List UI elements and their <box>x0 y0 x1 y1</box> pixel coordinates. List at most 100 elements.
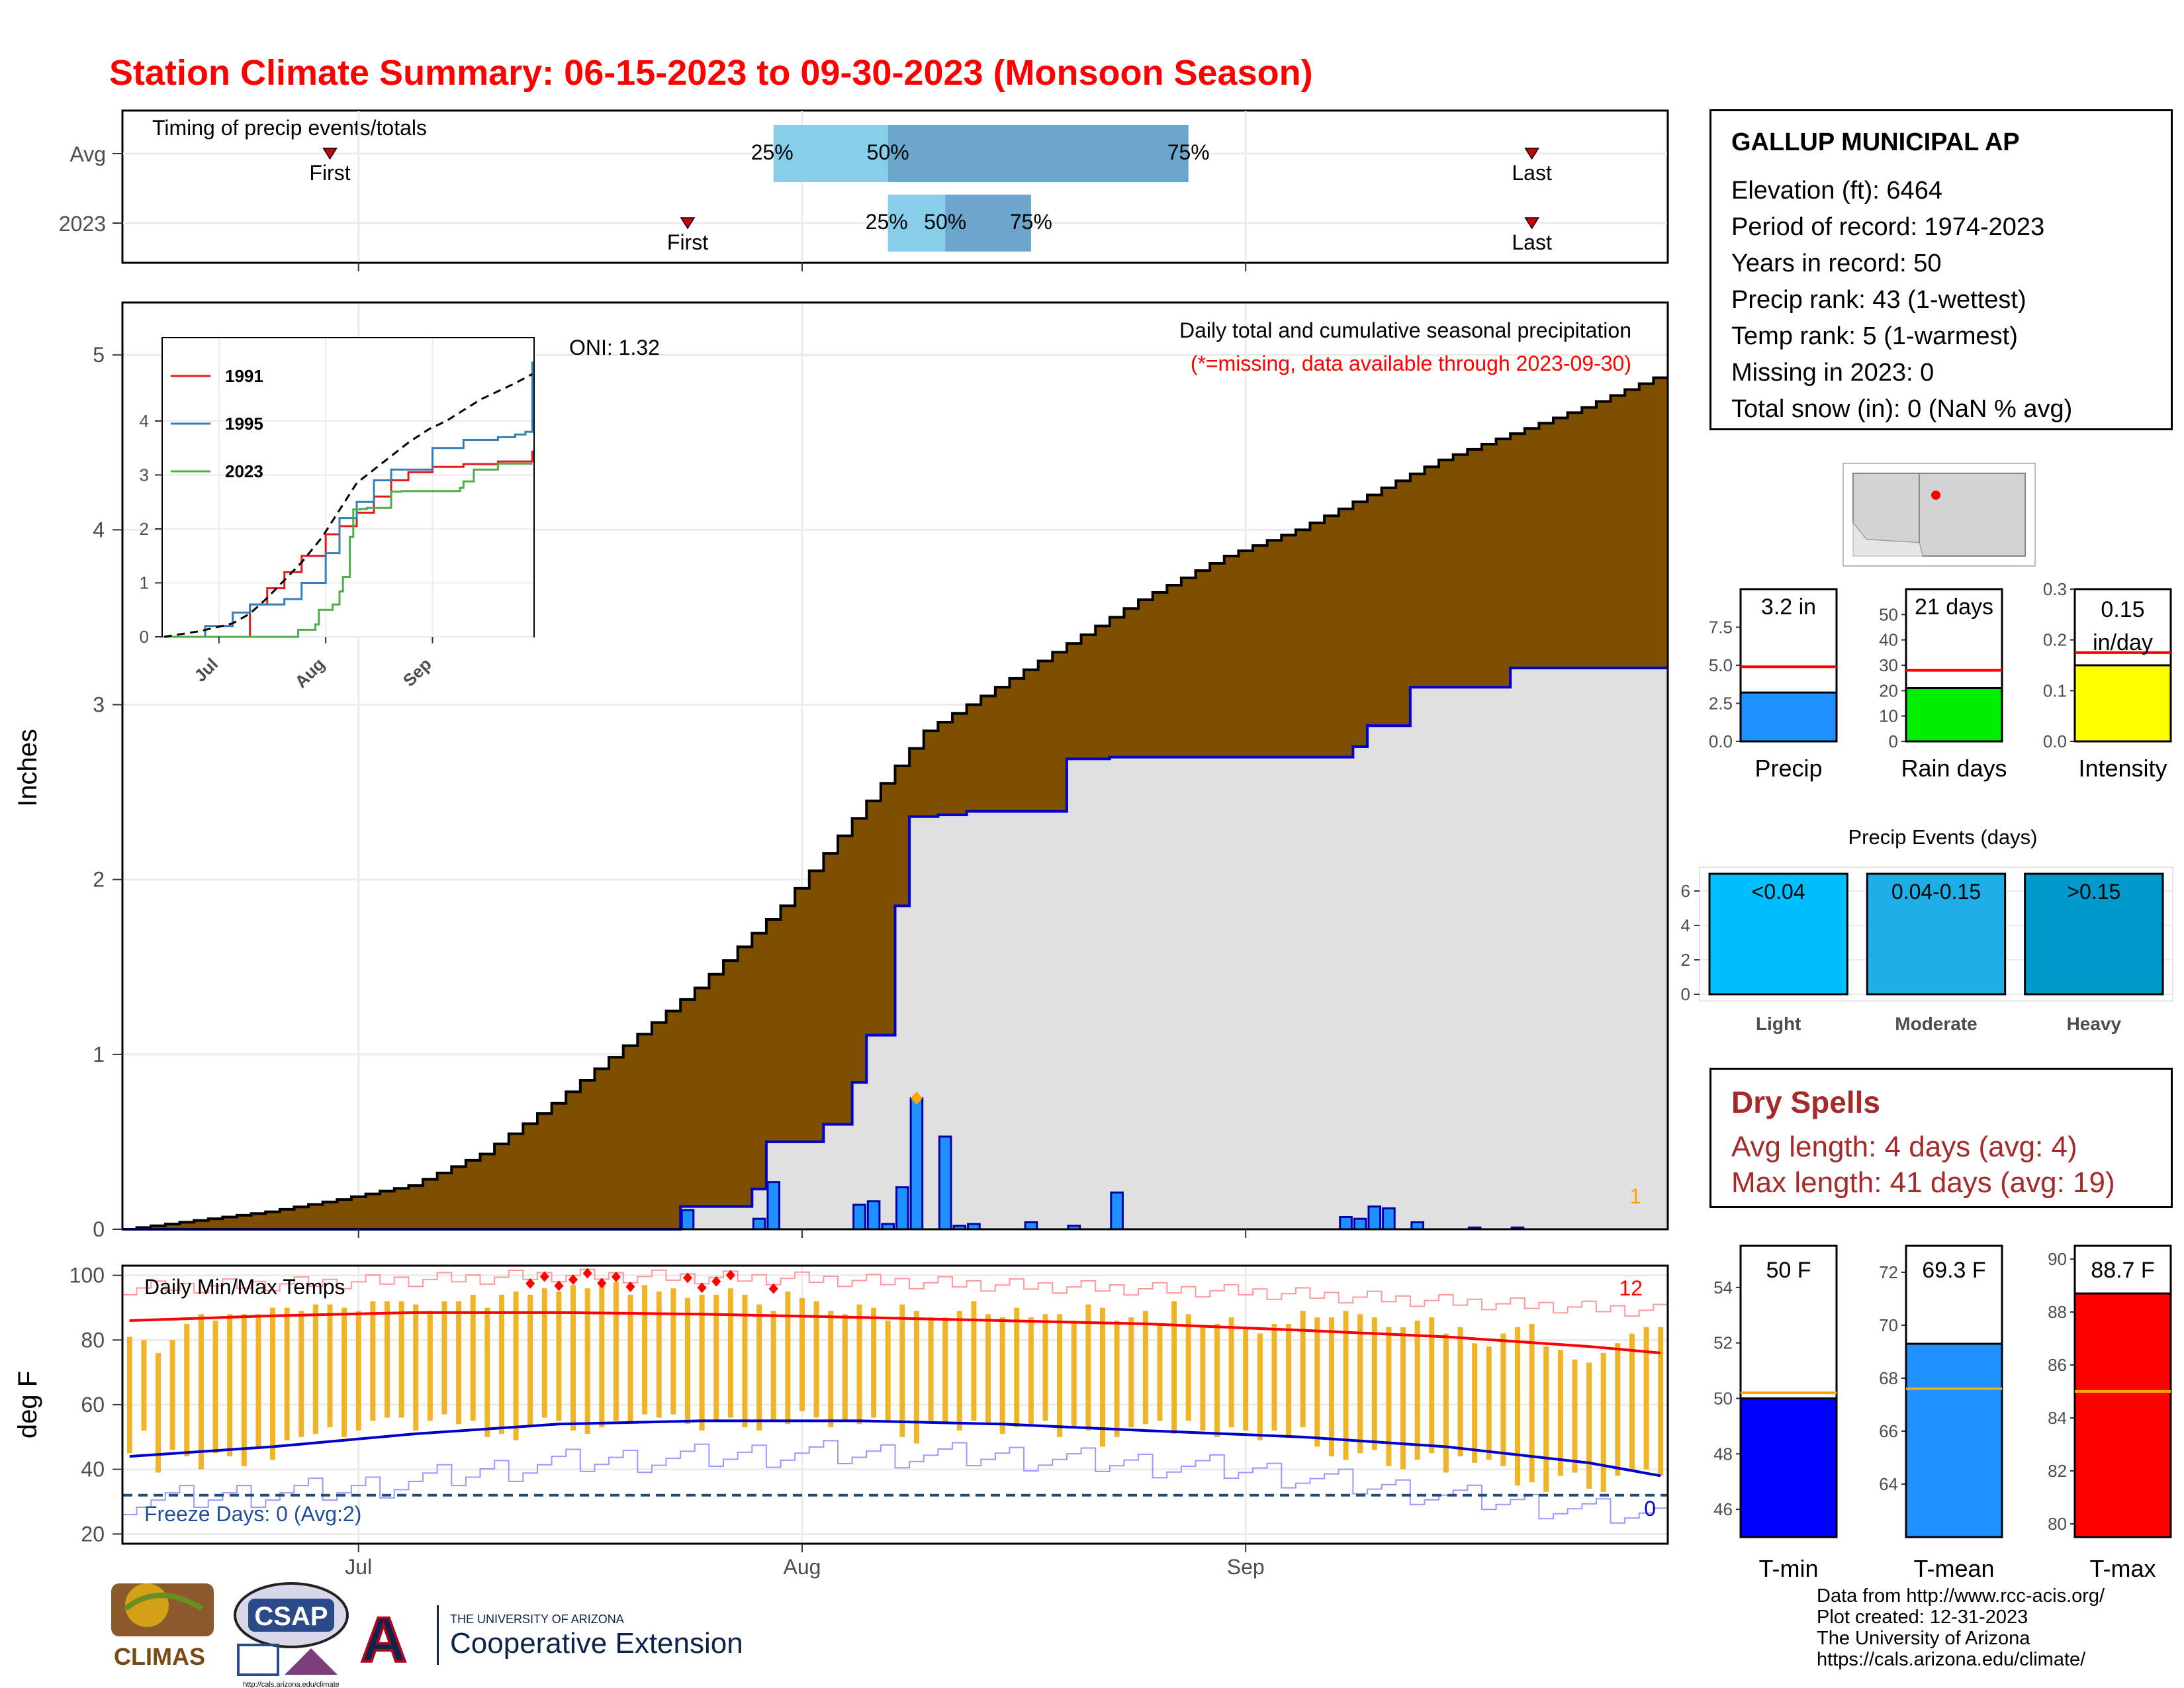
avg-max-line <box>129 1311 1661 1354</box>
summary-y-tick-label: 0 <box>1889 731 1898 751</box>
timing-pct-label: 75% <box>1010 210 1052 234</box>
daily-temp-bar <box>1357 1314 1363 1454</box>
timing-bar-light <box>773 125 888 182</box>
station-precip-rank: Precip rank: 43 (1-wettest) <box>1731 286 2026 314</box>
state-map <box>1843 463 2036 567</box>
summary-bars: 0.0 2.5 5.0 7.5 3.2 in Precip 0 10 20 30 40 50 21 da… <box>1709 579 2172 782</box>
ua-small-text: THE UNIVERSITY OF ARIZONA <box>450 1613 624 1626</box>
daily-temp-bar <box>1443 1333 1449 1473</box>
daily-temp-bar <box>1572 1359 1578 1473</box>
precip-ylabel: Inches <box>13 729 42 807</box>
daily-temp-bar <box>985 1314 991 1425</box>
temp-x-tick-label: Sep <box>1227 1555 1265 1579</box>
daily-temp-bar <box>384 1301 390 1418</box>
record-high-marker <box>597 1278 607 1289</box>
daily-precip-bar <box>1110 1192 1124 1231</box>
temp-summary-y-tick-label: 52 <box>1713 1333 1733 1353</box>
daily-temp-bar <box>756 1304 762 1431</box>
events-bar-label: <0.04 <box>1752 880 1805 904</box>
daily-temp-bar <box>642 1285 648 1415</box>
daily-temp-bar <box>1343 1311 1349 1460</box>
temp-summary-y-tick-label: 48 <box>1713 1444 1733 1464</box>
daily-temp-bar <box>956 1311 962 1431</box>
summary-y-tick-label: 20 <box>1879 680 1898 700</box>
inset-y-tick-label: 1 <box>140 573 149 592</box>
temp-summary-panel: 46 48 50 52 54 50 F T-min 64 66 68 70 72 69.3 F T-mea… <box>1713 1244 2172 1582</box>
daily-temp-bar <box>541 1288 547 1418</box>
daily-temp-bar <box>670 1288 676 1415</box>
temp-chart-title: Daily Min/Max Temps <box>144 1275 345 1299</box>
daily-temp-bar <box>1629 1333 1635 1470</box>
summary-bar <box>2073 664 2172 743</box>
daily-temp-bar <box>742 1294 748 1428</box>
daily-temp-bar <box>1658 1327 1664 1476</box>
daily-temp-bar <box>1414 1321 1420 1460</box>
events-y-tick-label: 6 <box>1681 881 1690 901</box>
daily-temp-bar <box>169 1340 175 1450</box>
station-marker <box>1931 491 1940 500</box>
record-high-marker <box>768 1283 778 1294</box>
climas-text: CLIMAS <box>114 1643 205 1670</box>
station-missing: Missing in 2023: 0 <box>1731 359 1934 387</box>
record-count: 12 <box>1619 1276 1643 1300</box>
precip-y-tick-label: 0 <box>93 1217 105 1241</box>
temp-summary-y-tick-label: 86 <box>2048 1355 2067 1375</box>
daily-temp-bar <box>613 1282 619 1421</box>
daily-temp-bar <box>685 1297 691 1425</box>
inset-y-tick-label: 3 <box>140 465 149 485</box>
events-bar <box>1866 872 2007 996</box>
daily-temp-bar <box>1600 1352 1606 1492</box>
summary-y-tick-label: 40 <box>1879 630 1898 650</box>
daily-temp-bar <box>227 1314 233 1457</box>
station-elevation: Elevation (ft): 6464 <box>1731 177 1942 205</box>
temp-y-tick-label: 100 <box>69 1264 105 1288</box>
inset-legend-label: 2023 <box>225 461 263 481</box>
temp-summary-y-tick-label: 50 <box>1713 1388 1733 1408</box>
daily-precip-bar <box>866 1200 881 1231</box>
daily-temp-bar <box>799 1297 805 1411</box>
daily-temp-bar <box>1128 1317 1134 1428</box>
credit-line: https://cals.arizona.edu/climate/ <box>1817 1649 2086 1670</box>
temp-ylabel: deg F <box>13 1371 42 1438</box>
summary-y-tick-label: 10 <box>1879 706 1898 726</box>
daily-temp-bar <box>1142 1311 1148 1425</box>
daily-temp-bar <box>556 1291 562 1421</box>
events-category-label: Light <box>1756 1013 1801 1034</box>
temp-summary-y-tick-label: 84 <box>2048 1408 2067 1428</box>
daily-temp-bar <box>1286 1323 1292 1437</box>
daily-precip-bar <box>938 1135 952 1231</box>
temp-summary-y-tick-label: 82 <box>2048 1461 2067 1481</box>
summary-y-tick-label: 30 <box>1879 655 1898 675</box>
daily-precip-bar <box>852 1203 866 1231</box>
daily-temp-bar <box>141 1340 147 1431</box>
daily-temp-bar <box>1400 1327 1406 1470</box>
daily-temp-bar <box>1257 1333 1263 1440</box>
events-category-label: Heavy <box>2067 1013 2122 1034</box>
daily-precip-bar <box>680 1209 695 1231</box>
summary-value-label: 3.2 in <box>1761 594 1816 620</box>
events-category-label: Moderate <box>1895 1013 1977 1034</box>
csap-text: CSAP <box>254 1602 328 1631</box>
inset-series-line <box>163 462 533 638</box>
record-high-marker <box>725 1270 735 1281</box>
avg-cumulative-line <box>122 376 1668 1231</box>
daily-temp-bar <box>156 1352 161 1473</box>
summary-y-tick-label: 2.5 <box>1709 694 1733 714</box>
daily-temp-bar <box>427 1311 433 1421</box>
inset-avg-line <box>163 373 533 638</box>
daily-temp-bar <box>871 1307 877 1418</box>
daily-temp-bar <box>1529 1323 1535 1483</box>
ua-a-icon: A <box>361 1605 406 1675</box>
station-period: Period of record: 1974-2023 <box>1731 213 2045 241</box>
precip-y-tick-label: 1 <box>93 1043 105 1066</box>
daily-temp-bar <box>1214 1323 1220 1437</box>
daily-temp-bar <box>1643 1327 1649 1470</box>
station-info-box: GALLUP MUNICIPAL AP Elevation (ft): 6464… <box>1709 109 2173 430</box>
temp-panel: Daily Min/Max Temps Freeze Days: 0 (Avg:… <box>13 1264 1669 1579</box>
summary-value-label: 21 days <box>1915 594 1993 620</box>
daily-precip-bar <box>1339 1216 1353 1231</box>
daily-temp-bar <box>1543 1346 1549 1492</box>
page-title: Station Climate Summary: 06-15-2023 to 0… <box>109 53 1313 93</box>
temp-y-tick-label: 80 <box>81 1328 105 1352</box>
